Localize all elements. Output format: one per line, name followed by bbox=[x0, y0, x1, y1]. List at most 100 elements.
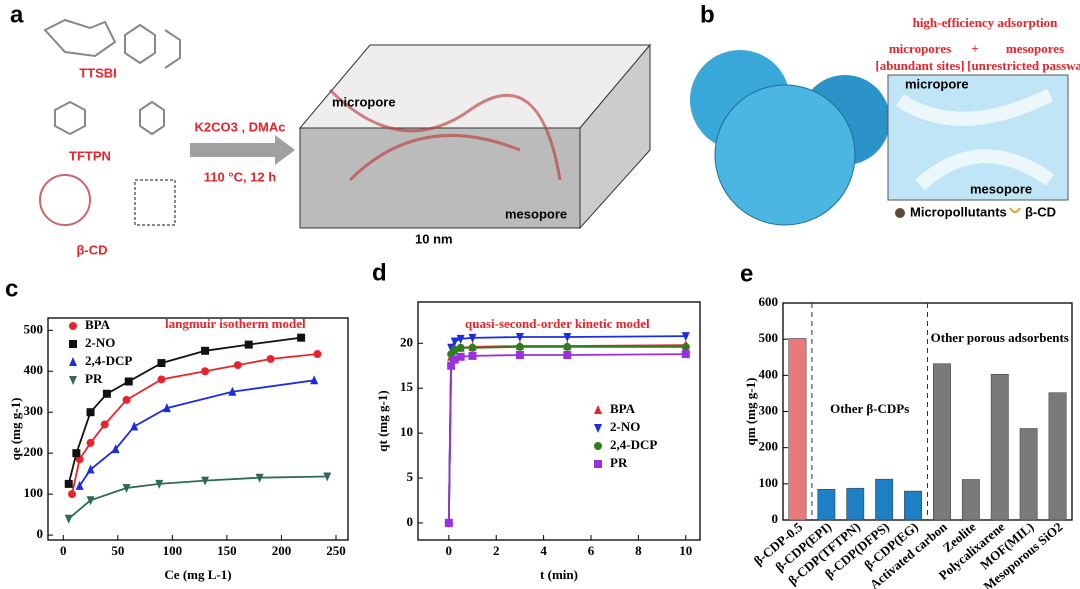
y-tick-label: 0 bbox=[407, 514, 414, 529]
legend-marker bbox=[1009, 207, 1021, 213]
legend-label: β-CD bbox=[1025, 204, 1056, 219]
annotation: Other β-CDPs bbox=[830, 401, 909, 416]
marker bbox=[563, 333, 572, 343]
marker bbox=[456, 343, 465, 352]
legend-marker bbox=[69, 340, 77, 348]
sphere bbox=[714, 84, 856, 226]
bar bbox=[990, 373, 1009, 521]
pore-note: [unrestricted passway] bbox=[967, 58, 1080, 73]
marker bbox=[124, 377, 133, 386]
y-tick-label: 500 bbox=[759, 330, 779, 345]
condition: K2CO3 , DMAc bbox=[194, 119, 285, 134]
annotation: Other porous adsorbents bbox=[931, 330, 1069, 345]
legend-label: 2,4-DCP bbox=[85, 353, 132, 368]
y-tick-label: 0 bbox=[37, 526, 44, 541]
x-axis-label: t (min) bbox=[540, 567, 578, 582]
marker bbox=[201, 476, 210, 486]
annotation: langmuir isotherm model bbox=[165, 316, 306, 331]
legend-label: 2-NO bbox=[85, 335, 115, 350]
x-tick-label: 150 bbox=[217, 543, 237, 558]
bar bbox=[817, 489, 836, 521]
marker bbox=[86, 438, 95, 447]
y-tick-label: 300 bbox=[24, 403, 44, 418]
condition: 110 °C, 12 h bbox=[204, 169, 276, 184]
legend-marker bbox=[594, 405, 602, 414]
marker bbox=[86, 464, 95, 474]
marker bbox=[468, 343, 477, 352]
molecule-label: TFTPN bbox=[69, 148, 111, 163]
legend-marker bbox=[69, 376, 77, 385]
panel-b: b high-efficiency adsorption micropores … bbox=[690, 1, 1080, 226]
x-tick-label: 4 bbox=[540, 543, 547, 558]
x-tick-label: 8 bbox=[635, 543, 642, 558]
legend-marker bbox=[69, 322, 77, 330]
x-tick-label: 2 bbox=[493, 543, 500, 558]
marker bbox=[122, 395, 131, 404]
legend-label: 2,4-DCP bbox=[610, 437, 657, 452]
marker bbox=[201, 346, 210, 355]
x-axis-label: Ce (mg L-1) bbox=[164, 567, 231, 582]
marker bbox=[563, 350, 572, 359]
marker bbox=[111, 444, 120, 454]
molecule-label: β-CD bbox=[76, 242, 107, 257]
legend-label: PR bbox=[85, 371, 103, 386]
x-tick-label: 0 bbox=[60, 543, 67, 558]
bar bbox=[788, 338, 807, 521]
marker bbox=[450, 355, 459, 364]
marker bbox=[468, 333, 477, 343]
marker bbox=[515, 333, 524, 343]
marker bbox=[64, 479, 73, 488]
y-tick-label: 600 bbox=[759, 294, 779, 309]
marker bbox=[563, 342, 572, 351]
marker bbox=[72, 449, 81, 458]
marker bbox=[162, 403, 171, 413]
inset-label: micropore bbox=[905, 76, 969, 91]
marker bbox=[75, 455, 84, 464]
marker bbox=[102, 389, 111, 398]
y-tick-label: 0 bbox=[772, 511, 779, 526]
marker bbox=[122, 483, 131, 493]
pore-note: [abundant sites] bbox=[875, 58, 964, 73]
y-tick-label: 200 bbox=[24, 444, 44, 459]
legend-marker bbox=[594, 460, 602, 468]
marker bbox=[157, 359, 166, 368]
x-tick-label: 100 bbox=[163, 543, 183, 558]
series-line bbox=[78, 379, 315, 487]
marker bbox=[310, 375, 319, 385]
x-tick-label: 0 bbox=[446, 543, 453, 558]
y-tick-label: 15 bbox=[400, 379, 414, 394]
marker bbox=[515, 342, 524, 351]
marker bbox=[86, 496, 95, 506]
bar bbox=[1048, 392, 1067, 521]
axes-frame bbox=[417, 301, 701, 541]
legend-label: BPA bbox=[610, 401, 636, 416]
panel-letter: b bbox=[700, 1, 715, 28]
molecule-sketches bbox=[39, 18, 181, 226]
marker bbox=[86, 408, 95, 417]
y-axis-label: qt (mg g-1) bbox=[375, 390, 390, 451]
marker bbox=[100, 420, 109, 429]
series-line bbox=[447, 335, 686, 523]
legend-label: PR bbox=[610, 455, 628, 470]
marker bbox=[64, 514, 73, 524]
y-tick-label: 100 bbox=[24, 485, 44, 500]
y-axis-label: qe (mg g-1) bbox=[8, 398, 23, 461]
legend-label: 2-NO bbox=[610, 419, 640, 434]
molecule-label: TTSBI bbox=[79, 65, 117, 80]
marker bbox=[681, 332, 690, 342]
legend-marker bbox=[69, 357, 77, 366]
panel-letter: c bbox=[5, 275, 18, 302]
bar bbox=[904, 490, 922, 521]
bar bbox=[875, 478, 894, 521]
marker bbox=[323, 472, 332, 482]
series-line bbox=[447, 346, 686, 523]
marker bbox=[297, 333, 306, 342]
bar bbox=[961, 479, 980, 521]
y-tick-label: 10 bbox=[400, 424, 413, 439]
marker bbox=[244, 340, 253, 349]
headline: high-efficiency adsorption bbox=[913, 15, 1059, 30]
marker bbox=[68, 490, 76, 499]
y-tick-label: 400 bbox=[759, 366, 779, 381]
x-tick-label: 6 bbox=[588, 543, 595, 558]
